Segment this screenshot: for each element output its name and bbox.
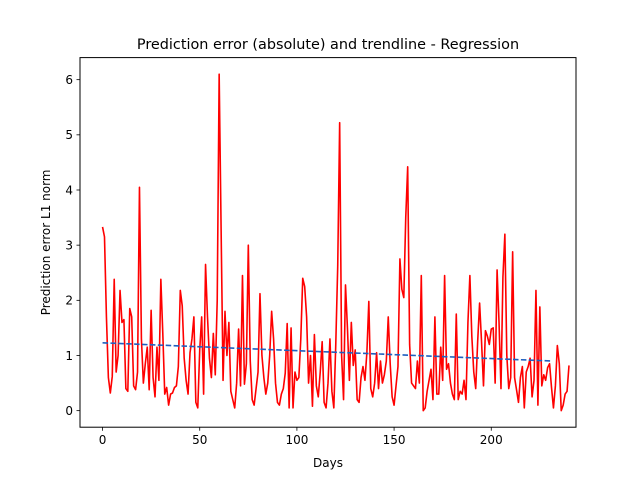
trendline-series xyxy=(102,342,552,362)
series-layer xyxy=(101,73,570,412)
y-tick-label: 4 xyxy=(65,183,73,197)
x-axis: 0 50 100 150 200 xyxy=(99,427,503,447)
x-tick-label: 100 xyxy=(285,433,308,447)
plot-area xyxy=(101,73,570,412)
y-tick-label: 6 xyxy=(65,73,73,87)
plot-frame xyxy=(79,57,577,428)
x-tick-label: 150 xyxy=(383,433,406,447)
y-tick-label: 2 xyxy=(65,294,73,308)
error-series xyxy=(101,73,570,412)
y-axis-label: Prediction error L1 norm xyxy=(39,170,53,316)
y-axis: 0 1 2 3 4 5 6 xyxy=(65,73,80,418)
x-tick-label: 50 xyxy=(192,433,207,447)
x-axis-label: Days xyxy=(313,456,343,470)
y-tick-label: 0 xyxy=(65,404,73,418)
chart-title: Prediction error (absolute) and trendlin… xyxy=(137,37,519,53)
x-tick-label: 200 xyxy=(480,433,503,447)
y-tick-label: 1 xyxy=(65,349,73,363)
x-tick-label: 0 xyxy=(99,433,107,447)
y-tick-label: 5 xyxy=(65,128,73,142)
y-tick-label: 3 xyxy=(65,238,73,252)
